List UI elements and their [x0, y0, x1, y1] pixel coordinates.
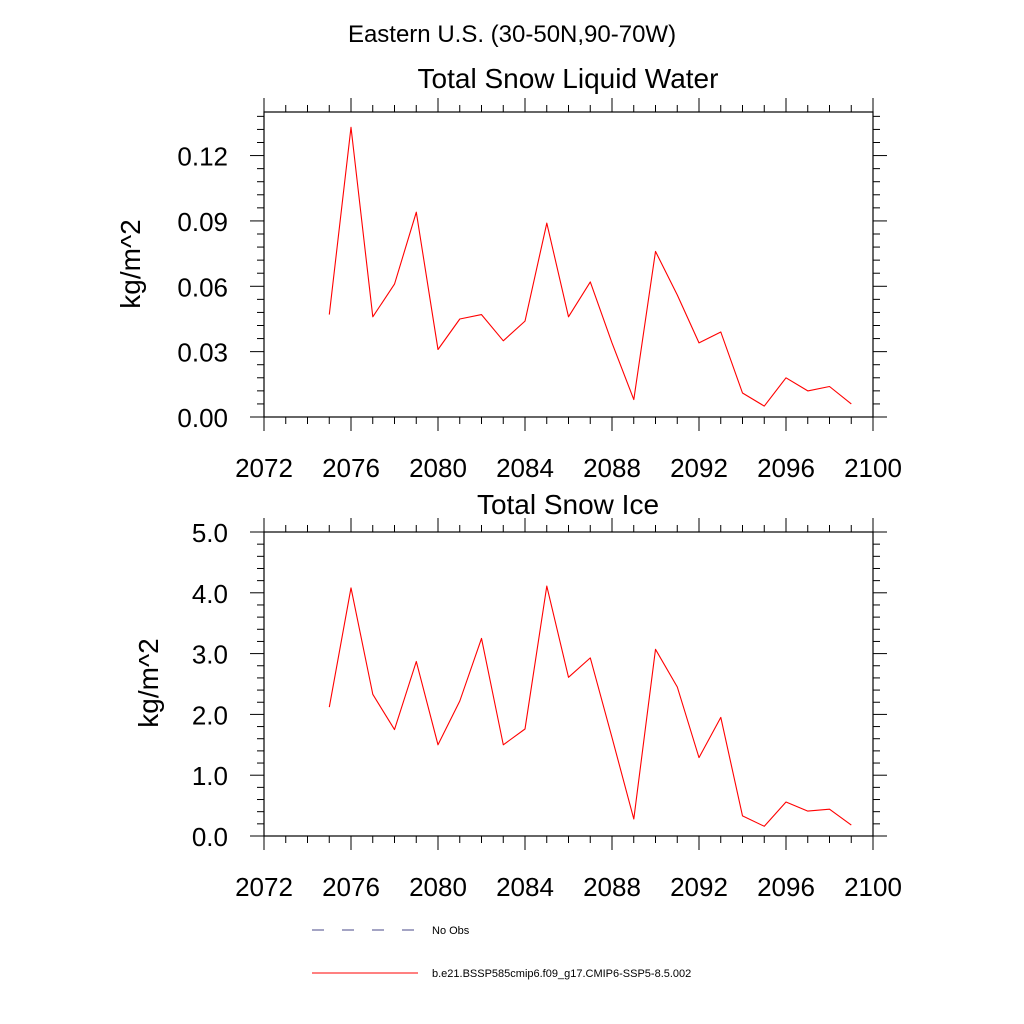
x-tick-label: 2072	[235, 453, 293, 483]
y-tick-label: 0.06	[177, 272, 228, 302]
panel-snow-liquid-water: Total Snow Liquid Water kg/m^2 2072 2076 2…	[115, 63, 902, 483]
panel-title-snow-liquid-water: Total Snow Liquid Water	[418, 63, 719, 94]
legend-label-no-obs: No Obs	[432, 925, 470, 937]
x-tick-label: 2088	[583, 453, 641, 483]
y-tick-label: 3.0	[192, 640, 228, 670]
x-tick-label: 2072	[235, 872, 293, 902]
y-tick-label: 1.0	[192, 761, 228, 791]
y-tick-label: 0.00	[177, 403, 228, 433]
y-tick-label: 0.03	[177, 338, 228, 368]
x-tick-label: 2084	[496, 872, 554, 902]
x-tick-label: 2096	[757, 453, 815, 483]
x-tick-label: 2092	[670, 872, 728, 902]
x-tick-label: 2084	[496, 453, 554, 483]
panel-title-snow-ice: Total Snow Ice	[477, 489, 659, 520]
series-line	[328, 585, 852, 827]
plot-frame	[263, 111, 874, 418]
x-tick-label: 2080	[409, 872, 467, 902]
y-axis-label-snow-ice: kg/m^2	[133, 638, 164, 727]
y-tick-label: 5.0	[192, 518, 228, 548]
legend: No Obs b.e21.BSSP585cmip6.f09_g17.CMIP6-…	[312, 925, 691, 980]
plot-frame	[263, 531, 874, 837]
x-tick-label: 2092	[670, 453, 728, 483]
y-tick-label: 0.0	[192, 822, 228, 852]
legend-label-model-run: b.e21.BSSP585cmip6.f09_g17.CMIP6-SSP5-8.…	[432, 968, 691, 980]
x-tick-label: 2080	[409, 453, 467, 483]
series-line	[328, 126, 852, 407]
x-tick-label: 2100	[844, 453, 902, 483]
y-tick-label: 0.12	[177, 142, 228, 172]
y-tick-label: 2.0	[192, 700, 228, 730]
y-tick-label: 0.09	[177, 207, 228, 237]
y-tick-label: 4.0	[192, 579, 228, 609]
y-axis-label-snow-liquid-water: kg/m^2	[115, 219, 146, 308]
x-tick-label: 2096	[757, 872, 815, 902]
panel-snow-ice: Total Snow Ice kg/m^2 2072 2076 2080 2084 20…	[133, 489, 902, 902]
x-tick-label: 2076	[322, 453, 380, 483]
x-tick-label: 2088	[583, 872, 641, 902]
x-tick-label: 2076	[322, 872, 380, 902]
figure-suptitle: Eastern U.S. (30-50N,90-70W)	[348, 21, 676, 48]
x-tick-label: 2100	[844, 872, 902, 902]
